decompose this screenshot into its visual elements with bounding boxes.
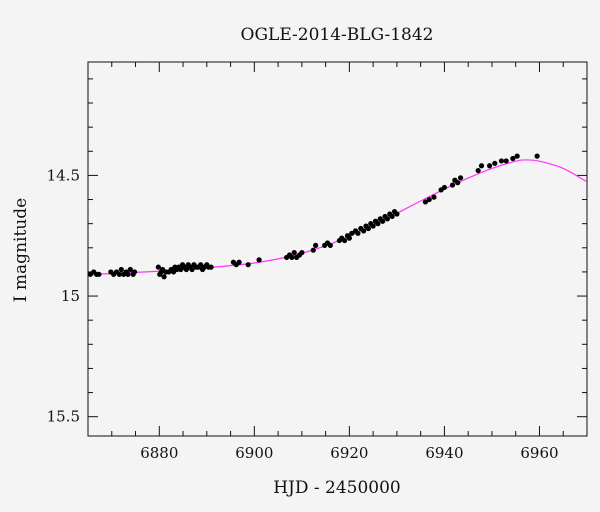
x-tick-label: 6920 bbox=[330, 444, 368, 462]
data-point bbox=[514, 153, 520, 159]
data-point bbox=[155, 264, 161, 270]
data-point bbox=[534, 153, 540, 159]
x-tick-label: 6940 bbox=[425, 444, 463, 462]
data-point bbox=[289, 254, 295, 261]
x-tick-label: 6880 bbox=[140, 444, 178, 462]
y-axis-label: I magnitude bbox=[11, 198, 31, 302]
data-point bbox=[478, 163, 485, 169]
y-axis-ticks: 14.5 15 15.5 bbox=[47, 78, 587, 426]
data-point bbox=[486, 163, 493, 169]
data-point bbox=[426, 196, 432, 203]
data-point bbox=[245, 262, 251, 268]
data-point bbox=[422, 199, 429, 205]
chart-title: OGLE-2014-BLG-1842 bbox=[241, 25, 434, 45]
data-point bbox=[510, 155, 516, 162]
data-point bbox=[503, 158, 509, 164]
data-point bbox=[208, 264, 214, 270]
data-point bbox=[346, 235, 352, 241]
data-point bbox=[375, 221, 381, 227]
data-point bbox=[441, 184, 448, 191]
data-point bbox=[492, 160, 498, 166]
data-point bbox=[96, 271, 102, 277]
data-point bbox=[236, 259, 242, 265]
x-axis-ticks: 6880 6900 6920 6940 6960 bbox=[87, 62, 588, 462]
data-point bbox=[384, 216, 390, 222]
data-point bbox=[299, 250, 305, 256]
plot-frame bbox=[87, 61, 588, 437]
y-tick-label: 15 bbox=[61, 287, 80, 305]
data-point bbox=[380, 218, 386, 224]
data-point bbox=[189, 266, 195, 273]
data-point bbox=[178, 266, 184, 273]
data-point bbox=[313, 242, 319, 248]
data-point bbox=[118, 266, 124, 273]
data-point bbox=[127, 266, 133, 273]
data-point bbox=[349, 230, 355, 236]
data-point bbox=[455, 180, 461, 186]
data-points bbox=[87, 153, 540, 280]
data-point bbox=[198, 262, 204, 268]
model-curve bbox=[88, 159, 587, 275]
data-point bbox=[327, 242, 333, 248]
x-tick-label: 6900 bbox=[235, 444, 273, 462]
data-point bbox=[394, 211, 400, 217]
y-tick-label: 15.5 bbox=[47, 408, 80, 426]
data-point bbox=[116, 271, 122, 277]
data-point bbox=[498, 158, 505, 164]
data-point bbox=[183, 266, 189, 273]
data-point bbox=[256, 257, 262, 263]
plot-border bbox=[87, 61, 588, 437]
data-point bbox=[291, 250, 297, 256]
data-point bbox=[310, 247, 316, 253]
data-point bbox=[431, 194, 437, 200]
data-point bbox=[449, 182, 456, 188]
data-point bbox=[365, 225, 371, 232]
data-point bbox=[457, 175, 464, 181]
data-point bbox=[370, 223, 376, 229]
data-point bbox=[389, 213, 395, 220]
data-point bbox=[131, 269, 138, 275]
data-point bbox=[475, 167, 481, 174]
data-point bbox=[355, 230, 361, 236]
data-point bbox=[161, 274, 167, 280]
x-tick-label: 6960 bbox=[520, 444, 558, 462]
data-point bbox=[342, 237, 348, 244]
y-tick-label: 14.5 bbox=[47, 166, 80, 184]
x-axis-label: HJD - 2450000 bbox=[273, 478, 401, 498]
data-point bbox=[361, 228, 367, 234]
data-point bbox=[125, 271, 131, 277]
